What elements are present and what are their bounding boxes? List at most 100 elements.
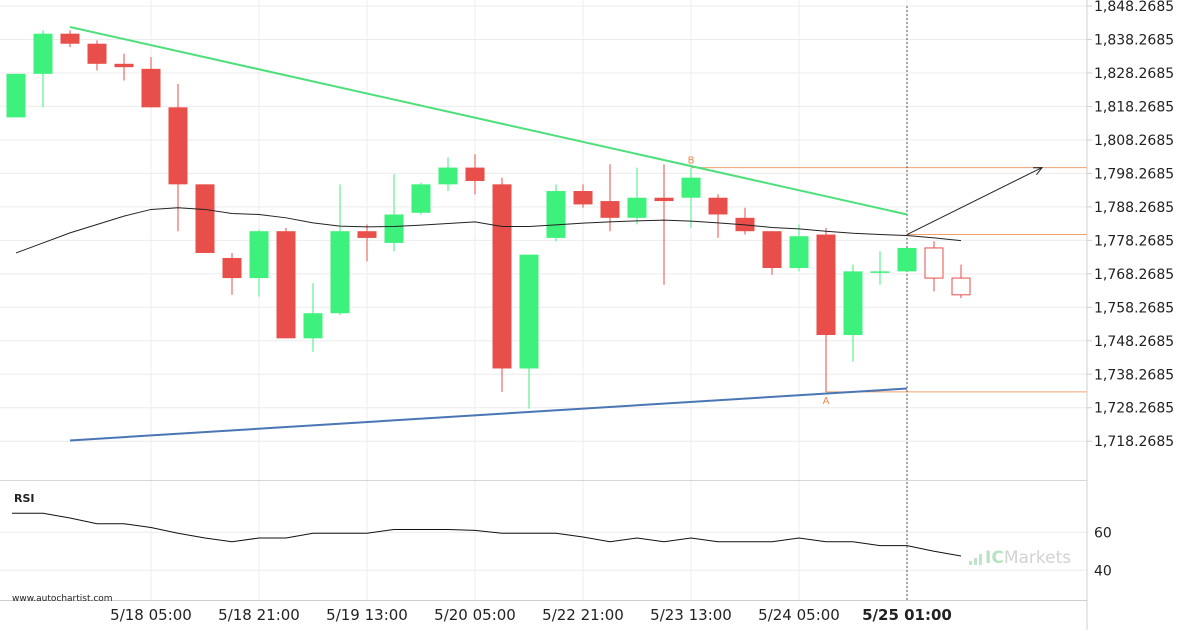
price-tick-label: 1,758.2685 bbox=[1094, 300, 1174, 316]
price-tick-label: 1,778.2685 bbox=[1094, 233, 1174, 249]
candle-body bbox=[141, 68, 161, 108]
candle-body bbox=[708, 197, 728, 215]
pattern-point-label: A bbox=[823, 396, 830, 407]
price-tick-label: 1,738.2685 bbox=[1094, 367, 1174, 383]
candle bbox=[303, 283, 323, 352]
price-tick-label: 1,838.2685 bbox=[1094, 32, 1174, 48]
time-tick-label: 5/25 01:00 bbox=[862, 606, 952, 624]
candle bbox=[6, 73, 26, 118]
candle-body bbox=[222, 257, 242, 279]
rsi-tick-label: 40 bbox=[1094, 563, 1112, 579]
rsi-panel: RSI bbox=[12, 492, 962, 557]
arrow-head-icon bbox=[1032, 167, 1044, 176]
candle bbox=[762, 231, 782, 275]
candle-body bbox=[33, 33, 53, 74]
candle bbox=[681, 167, 701, 228]
candle bbox=[465, 154, 485, 195]
resistance-trendline bbox=[69, 26, 908, 216]
candle bbox=[897, 247, 917, 272]
time-tick-label: 5/18 05:00 bbox=[110, 606, 192, 624]
candle bbox=[114, 53, 134, 81]
time-tick-label: 5/23 13:00 bbox=[650, 606, 732, 624]
axes bbox=[0, 0, 1088, 630]
candle-body bbox=[438, 167, 458, 185]
time-tick-label: 5/19 13:00 bbox=[326, 606, 408, 624]
rsi-line bbox=[12, 512, 962, 557]
candles bbox=[6, 30, 971, 409]
price-levels bbox=[691, 6, 1087, 600]
rsi-label: RSI bbox=[14, 492, 35, 505]
price-tick-label: 1,718.2685 bbox=[1094, 434, 1174, 450]
overlays: BA bbox=[15, 26, 1044, 442]
candle bbox=[60, 30, 80, 48]
time-tick-label: 5/20 05:00 bbox=[434, 606, 516, 624]
price-tick-label: 1,788.2685 bbox=[1094, 200, 1174, 216]
candle-body bbox=[627, 197, 647, 218]
rsi-tick-label: 60 bbox=[1094, 525, 1112, 541]
time-tick-label: 5/24 05:00 bbox=[758, 606, 840, 624]
rsi-axis-labels: 60 40 bbox=[1094, 525, 1112, 579]
candle bbox=[654, 164, 674, 285]
price-tick-label: 1,728.2685 bbox=[1094, 401, 1174, 417]
candle bbox=[708, 194, 728, 238]
bar-chart-icon bbox=[969, 554, 982, 565]
candle bbox=[843, 264, 863, 362]
price-tick-label: 1,808.2685 bbox=[1094, 133, 1174, 149]
candle bbox=[924, 241, 944, 292]
candle-body bbox=[870, 271, 890, 273]
candle bbox=[87, 40, 107, 71]
candle bbox=[789, 224, 809, 272]
candle-body bbox=[6, 73, 26, 118]
candle bbox=[573, 184, 593, 208]
candle-body bbox=[168, 107, 188, 185]
price-tick-label: 1,818.2685 bbox=[1094, 99, 1174, 115]
price-tick-label: 1,848.2685 bbox=[1094, 0, 1174, 15]
candle bbox=[492, 177, 512, 392]
projection-arrow bbox=[906, 167, 1043, 235]
candle-body bbox=[384, 214, 404, 243]
candle-body bbox=[330, 231, 350, 314]
candle-body bbox=[249, 231, 269, 279]
candle bbox=[411, 182, 431, 215]
candle bbox=[276, 227, 296, 339]
candle-body bbox=[465, 167, 485, 181]
time-tick-label: 5/18 21:00 bbox=[218, 606, 300, 624]
candle bbox=[168, 83, 188, 232]
candle-body bbox=[762, 231, 782, 269]
price-tick-label: 1,768.2685 bbox=[1094, 267, 1174, 283]
candle bbox=[627, 167, 647, 225]
candle-body bbox=[681, 177, 701, 198]
candle-body bbox=[357, 231, 377, 238]
candle bbox=[519, 254, 539, 409]
candle bbox=[357, 224, 377, 262]
support-trendline bbox=[69, 387, 908, 442]
candle bbox=[438, 157, 458, 192]
footer-source: www.autochartist.com bbox=[12, 594, 113, 604]
candle bbox=[951, 264, 971, 299]
time-axis-labels: 5/18 05:00 5/18 21:00 5/19 13:00 5/20 05:00… bbox=[110, 606, 952, 624]
candle-body bbox=[816, 234, 836, 335]
candle-body bbox=[519, 254, 539, 369]
candle bbox=[222, 252, 242, 295]
candle bbox=[249, 229, 269, 297]
candle-body bbox=[789, 236, 809, 269]
price-tick-label: 1,748.2685 bbox=[1094, 334, 1174, 350]
candle-body bbox=[411, 184, 431, 213]
candle-body bbox=[195, 184, 215, 253]
candle-body bbox=[303, 313, 323, 339]
time-tick-label: 5/22 21:00 bbox=[542, 606, 624, 624]
moving-average-line bbox=[15, 207, 962, 254]
candle bbox=[546, 184, 566, 242]
candle-body bbox=[600, 201, 620, 218]
candle-body bbox=[573, 191, 593, 205]
candle-body bbox=[546, 191, 566, 238]
candle bbox=[384, 174, 404, 252]
candle bbox=[870, 251, 890, 285]
icmarkets-logo: ICMarkets bbox=[969, 548, 1071, 568]
price-axis-labels: 1,848.2685 1,838.2685 1,828.2685 1,818.2685… bbox=[1094, 0, 1174, 450]
candle bbox=[330, 184, 350, 315]
candle-body bbox=[114, 63, 134, 68]
candle-body bbox=[492, 184, 512, 369]
